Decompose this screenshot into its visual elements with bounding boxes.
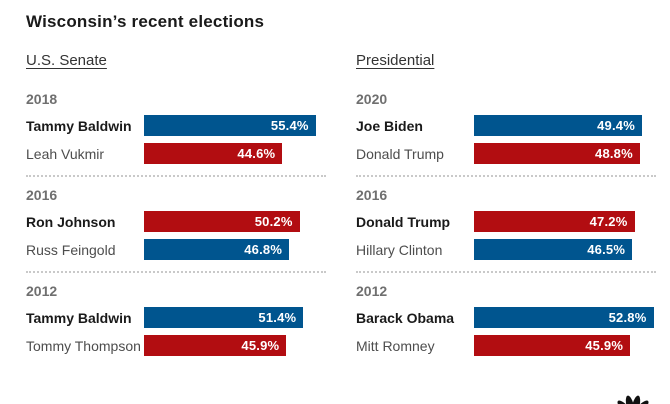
result-bar: 48.8% bbox=[474, 143, 640, 164]
bar-track: 50.2% bbox=[144, 211, 326, 232]
result-value: 55.4% bbox=[270, 118, 309, 133]
bar-track: 47.2% bbox=[474, 211, 656, 232]
result-value: 46.5% bbox=[587, 242, 626, 257]
bar-track: 46.5% bbox=[474, 239, 656, 260]
result-bar: 47.2% bbox=[474, 211, 635, 232]
year-label: 2016 bbox=[356, 187, 388, 203]
election-row: Tommy Thompson 45.9% bbox=[26, 335, 326, 356]
result-bar: 49.4% bbox=[474, 115, 642, 136]
column-header-senate: U.S. Senate bbox=[26, 52, 107, 69]
election-row: Donald Trump 47.2% bbox=[356, 211, 656, 232]
result-value: 47.2% bbox=[589, 214, 628, 229]
section-presidential-2020: 2020 Joe Biden 49.4% Donald Trump 48.8% bbox=[356, 91, 656, 177]
result-value: 44.6% bbox=[237, 146, 276, 161]
bar-track: 49.4% bbox=[474, 115, 656, 136]
election-row: Joe Biden 49.4% bbox=[356, 115, 656, 136]
year-label: 2016 bbox=[26, 187, 58, 203]
section-presidential-2012: 2012 Barack Obama 52.8% Mitt Romney 45.9… bbox=[356, 283, 656, 356]
candidate-name: Leah Vukmir bbox=[26, 145, 105, 162]
footer: Chart: Gabriel Cortes / CNBC Source: MIT… bbox=[26, 391, 656, 404]
year-label: 2018 bbox=[26, 91, 58, 107]
candidate-name: Joe Biden bbox=[356, 117, 423, 134]
column-header-presidential: Presidential bbox=[356, 52, 435, 69]
election-row: Donald Trump 48.8% bbox=[356, 143, 656, 164]
candidate-name: Tammy Baldwin bbox=[26, 117, 132, 134]
election-row: Leah Vukmir 44.6% bbox=[26, 143, 326, 164]
section-senate-2016: 2016 Ron Johnson 50.2% Russ Feingold 46.… bbox=[26, 187, 326, 273]
election-row: Mitt Romney 45.9% bbox=[356, 335, 656, 356]
result-bar: 55.4% bbox=[144, 115, 316, 136]
result-value: 45.9% bbox=[241, 338, 280, 353]
result-value: 45.9% bbox=[585, 338, 624, 353]
bar-track: 45.9% bbox=[144, 335, 326, 356]
election-row: Barack Obama 52.8% bbox=[356, 307, 656, 328]
result-value: 46.8% bbox=[244, 242, 283, 257]
result-value: 48.8% bbox=[595, 146, 633, 161]
section-senate-2012: 2012 Tammy Baldwin 51.4% Tommy Thompson … bbox=[26, 283, 326, 356]
result-bar: 50.2% bbox=[144, 211, 300, 232]
election-row: Tammy Baldwin 51.4% bbox=[26, 307, 326, 328]
section-senate-2018: 2018 Tammy Baldwin 55.4% Leah Vukmir 44.… bbox=[26, 91, 326, 177]
candidate-name: Barack Obama bbox=[356, 309, 455, 326]
chart-credit: Chart: Gabriel Cortes / CNBC bbox=[26, 401, 359, 404]
section-divider bbox=[356, 271, 656, 273]
candidate-name: Tommy Thompson bbox=[26, 337, 141, 354]
result-value: 50.2% bbox=[254, 214, 293, 229]
section-divider bbox=[26, 271, 326, 273]
bar-track: 44.6% bbox=[144, 143, 326, 164]
result-bar: 46.5% bbox=[474, 239, 633, 260]
result-value: 51.4% bbox=[258, 310, 297, 325]
bar-track: 45.9% bbox=[474, 335, 656, 356]
cnbc-logo: CNBC bbox=[617, 395, 649, 404]
result-value: 49.4% bbox=[597, 118, 635, 133]
election-row: Tammy Baldwin 55.4% bbox=[26, 115, 326, 136]
year-label: 2020 bbox=[356, 91, 388, 107]
result-bar: 45.9% bbox=[474, 335, 631, 356]
columns-wrapper: U.S. Senate 2018 Tammy Baldwin 55.4% Lea… bbox=[26, 52, 656, 363]
result-bar: 46.8% bbox=[144, 239, 290, 260]
candidate-name: Donald Trump bbox=[356, 145, 444, 162]
candidate-name: Hillary Clinton bbox=[356, 241, 443, 258]
candidate-name: Ron Johnson bbox=[26, 213, 116, 230]
credits: Chart: Gabriel Cortes / CNBC Source: MIT… bbox=[26, 401, 359, 404]
section-divider bbox=[26, 175, 326, 177]
candidate-name: Russ Feingold bbox=[26, 241, 116, 258]
column-presidential: Presidential 2020 Joe Biden 49.4% Donald… bbox=[356, 52, 656, 363]
column-senate: U.S. Senate 2018 Tammy Baldwin 55.4% Lea… bbox=[26, 52, 326, 363]
section-divider bbox=[356, 175, 656, 177]
election-row: Ron Johnson 50.2% bbox=[26, 211, 326, 232]
bar-track: 55.4% bbox=[144, 115, 326, 136]
year-label: 2012 bbox=[356, 283, 388, 299]
bar-track: 46.8% bbox=[144, 239, 326, 260]
candidate-name: Tammy Baldwin bbox=[26, 309, 132, 326]
result-bar: 51.4% bbox=[144, 307, 304, 328]
bar-track: 48.8% bbox=[474, 143, 656, 164]
page-title: Wisconsin’s recent elections bbox=[26, 12, 265, 31]
election-row: Hillary Clinton 46.5% bbox=[356, 239, 656, 260]
result-bar: 45.9% bbox=[144, 335, 287, 356]
result-value: 52.8% bbox=[608, 310, 647, 325]
election-row: Russ Feingold 46.8% bbox=[26, 239, 326, 260]
bar-track: 52.8% bbox=[474, 307, 656, 328]
result-bar: 44.6% bbox=[144, 143, 283, 164]
year-label: 2012 bbox=[26, 283, 58, 299]
result-bar: 52.8% bbox=[474, 307, 654, 328]
bar-track: 51.4% bbox=[144, 307, 326, 328]
candidate-name: Donald Trump bbox=[356, 213, 451, 230]
section-presidential-2016: 2016 Donald Trump 47.2% Hillary Clinton … bbox=[356, 187, 656, 273]
candidate-name: Mitt Romney bbox=[356, 337, 435, 354]
peacock-icon bbox=[617, 395, 649, 404]
